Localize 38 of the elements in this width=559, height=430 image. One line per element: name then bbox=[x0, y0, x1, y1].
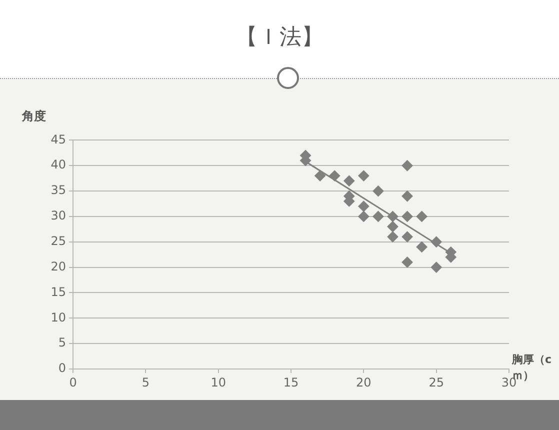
point bbox=[402, 160, 413, 172]
x-tick-label: 10 bbox=[210, 375, 226, 390]
x-tick-label: 5 bbox=[142, 375, 150, 390]
y-tick-label: 20 bbox=[50, 259, 66, 274]
y-tick-label: 45 bbox=[50, 132, 66, 146]
point bbox=[358, 200, 370, 212]
x-tick-label: 25 bbox=[428, 375, 444, 390]
y-tick-label: 35 bbox=[50, 183, 66, 198]
x-tick-label: 0 bbox=[69, 375, 77, 390]
x-tick-label: 15 bbox=[283, 375, 299, 390]
point bbox=[387, 210, 398, 222]
point bbox=[430, 236, 442, 248]
point bbox=[402, 190, 413, 202]
point bbox=[344, 175, 355, 186]
point bbox=[402, 256, 413, 268]
point bbox=[402, 231, 413, 242]
point bbox=[387, 231, 398, 242]
point bbox=[416, 210, 428, 222]
y-tick-label: 40 bbox=[50, 158, 66, 172]
point bbox=[372, 210, 384, 222]
point bbox=[329, 170, 340, 182]
y-tick-label: 30 bbox=[50, 208, 66, 223]
point bbox=[358, 170, 370, 182]
point bbox=[416, 241, 428, 252]
y-tick-label: 5 bbox=[58, 336, 66, 350]
y-tick-label: 15 bbox=[50, 284, 66, 299]
point bbox=[372, 186, 384, 197]
point bbox=[387, 221, 398, 232]
x-tick-label: 20 bbox=[356, 375, 372, 390]
y-tick-label: 0 bbox=[58, 361, 66, 376]
y-tick-label: 25 bbox=[50, 234, 66, 248]
point bbox=[358, 210, 370, 222]
point bbox=[314, 170, 326, 182]
y-tick-label: 10 bbox=[50, 310, 66, 324]
chart-title: 【Ｉ法】 bbox=[234, 24, 324, 52]
point bbox=[430, 262, 442, 273]
point bbox=[402, 210, 413, 222]
y-axis-title: 角度 bbox=[22, 108, 46, 125]
